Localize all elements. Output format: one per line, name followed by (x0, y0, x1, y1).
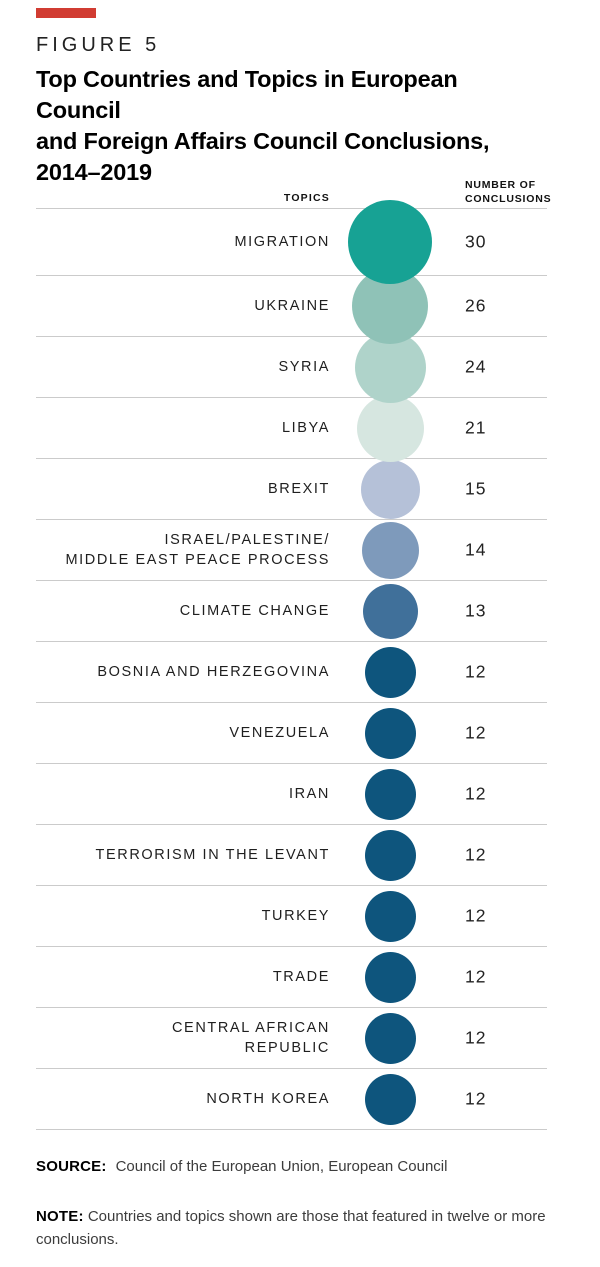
value-bubble (364, 646, 416, 698)
topic-label: MIGRATION (234, 234, 330, 250)
note-label: NOTE: (36, 1208, 84, 1225)
table-row: ISRAEL/PALESTINE/ MIDDLE EAST PEACE PROC… (36, 520, 547, 581)
conclusions-count: 30 (465, 231, 487, 252)
column-header-topics: TOPICS (283, 192, 330, 204)
topic-label: TURKEY (261, 908, 330, 924)
value-bubble (356, 394, 424, 462)
topic-label: TRADE (272, 969, 330, 985)
source-line: SOURCE: Council of the European Union, Eu… (36, 1158, 576, 1175)
figure-title: Top Countries and Topics in European Cou… (36, 66, 490, 185)
accent-bar (36, 8, 96, 18)
conclusions-count: 26 (465, 295, 487, 316)
table-row: MIGRATION 30 (36, 200, 547, 284)
conclusions-count: 12 (465, 783, 487, 804)
topic-label: BREXIT (268, 481, 330, 497)
value-bubble (364, 768, 416, 820)
conclusions-count: 12 (465, 1088, 487, 1109)
value-bubble (364, 707, 416, 759)
value-bubble (364, 951, 416, 1003)
topic-label: UKRAINE (254, 298, 330, 314)
note-line: NOTE: Countries and topics shown are tho… (36, 1205, 572, 1251)
value-bubble (364, 1012, 416, 1064)
conclusions-count: 24 (465, 356, 487, 377)
note-text: Countries and topics shown are those tha… (36, 1208, 546, 1248)
topic-label: IRAN (288, 786, 330, 802)
value-bubble (360, 459, 420, 519)
topic-label: TERRORISM IN THE LEVANT (95, 847, 330, 863)
value-bubble (364, 1073, 416, 1125)
table-row: UKRAINE 26 (36, 268, 547, 344)
table-row: TURKEY 12 (36, 886, 547, 947)
table-row: CENTRAL AFRICAN REPUBLIC 12 (36, 1008, 547, 1069)
source-text: Council of the European Union, European … (115, 1158, 448, 1175)
conclusions-count: 12 (465, 905, 487, 926)
topic-label: VENEZUELA (229, 725, 330, 741)
table-row: TRADE 12 (36, 947, 547, 1008)
conclusions-count: 12 (465, 966, 487, 987)
value-bubble (361, 521, 419, 579)
table-row: CLIMATE CHANGE 13 (36, 581, 547, 642)
table-row: SYRIA 24 (36, 331, 547, 403)
table-row: BREXIT 15 (36, 459, 547, 520)
table-row: LIBYA 21 (36, 394, 547, 462)
conclusions-count: 15 (465, 478, 487, 499)
topic-label: SYRIA (278, 359, 330, 375)
topic-label: CLIMATE CHANGE (179, 603, 330, 619)
table-row: IRAN 12 (36, 764, 547, 825)
table-row: NORTH KOREA 12 (36, 1069, 547, 1130)
topic-label: NORTH KOREA (206, 1091, 330, 1107)
conclusions-count: 12 (465, 722, 487, 743)
conclusions-count: 13 (465, 600, 487, 621)
value-bubble (364, 890, 416, 942)
table-row: BOSNIA AND HERZEGOVINA 12 (36, 642, 547, 703)
conclusions-count: 12 (465, 661, 487, 682)
source-label: SOURCE: (36, 1158, 107, 1175)
value-bubble (364, 829, 416, 881)
bubble-chart-table: MIGRATION 30 UKRAINE 26 SYRIA 24 LIBYA 21 BREXIT… (36, 200, 547, 1130)
topic-label: CENTRAL AFRICAN REPUBLIC (171, 1020, 330, 1056)
conclusions-count: 12 (465, 1027, 487, 1048)
topic-label: LIBYA (281, 420, 330, 436)
value-bubble (362, 583, 418, 639)
table-row: VENEZUELA 12 (36, 703, 547, 764)
value-bubble (348, 200, 432, 284)
column-header-number-of-conclusions: NUMBER OF CONCLUSIONS (465, 179, 552, 205)
table-row: TERRORISM IN THE LEVANT 12 (36, 825, 547, 886)
conclusions-count: 21 (465, 417, 487, 438)
conclusions-count: 12 (465, 844, 487, 865)
conclusions-count: 14 (465, 539, 487, 560)
topic-label: BOSNIA AND HERZEGOVINA (97, 664, 330, 680)
figure-number-label: FIGURE 5 (36, 34, 161, 56)
topic-label: ISRAEL/PALESTINE/ MIDDLE EAST PEACE PROC… (65, 532, 330, 568)
